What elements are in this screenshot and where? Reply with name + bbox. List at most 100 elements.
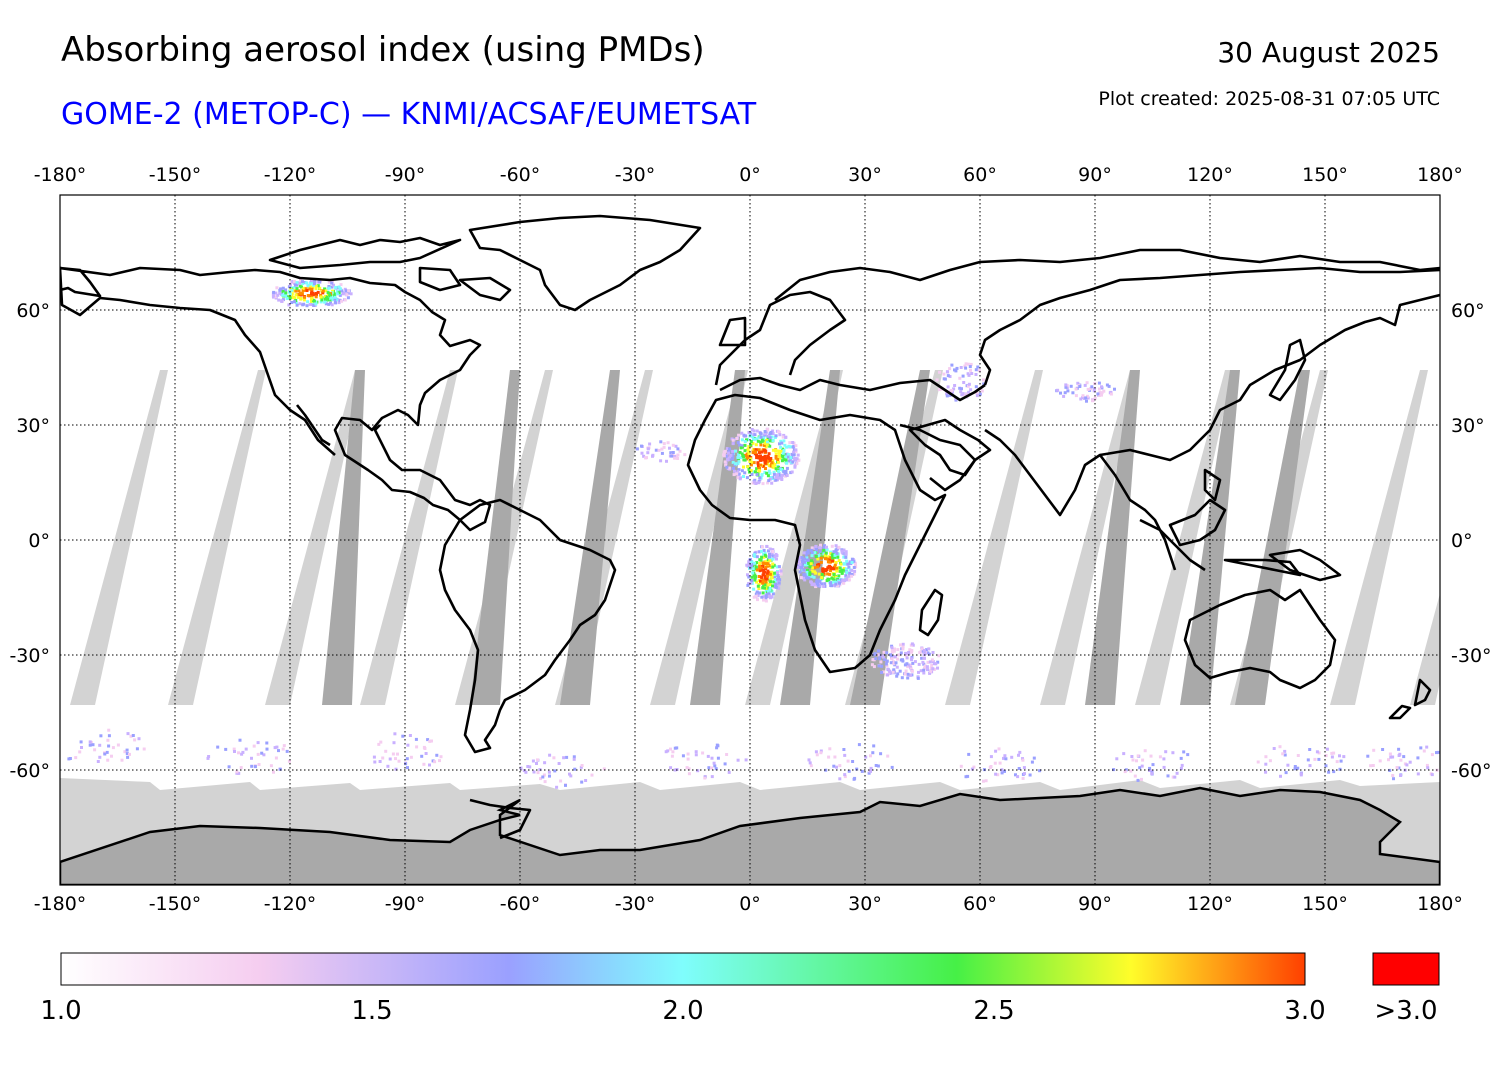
- aerosol-pixel: [832, 764, 836, 768]
- aerosol-pixel: [757, 456, 761, 460]
- aerosol-pixel: [872, 665, 876, 669]
- aerosol-pixel: [240, 752, 244, 756]
- aerosol-pixel: [1264, 762, 1268, 766]
- aerosol-pixel: [752, 461, 756, 465]
- aerosol-pixel: [326, 291, 330, 295]
- aerosol-pixel: [646, 451, 650, 455]
- aerosol-pixel: [753, 567, 757, 571]
- aerosol-pixel: [1391, 774, 1395, 777]
- aerosol-pixel: [1286, 763, 1290, 767]
- aerosol-pixel: [724, 463, 728, 467]
- aerosol-pixel: [292, 279, 296, 283]
- aerosol-pixel: [414, 737, 418, 741]
- aerosol-pixel: [810, 546, 814, 550]
- lat-tick-label-right: 0°: [1451, 530, 1473, 552]
- aerosol-pixel: [882, 650, 886, 654]
- aerosol-pixel: [1109, 392, 1113, 396]
- aerosol-pixel: [768, 444, 772, 448]
- aerosol-pixel: [779, 445, 783, 449]
- aerosol-pixel: [937, 388, 941, 392]
- aerosol-pixel: [759, 463, 763, 467]
- aerosol-pixel: [1098, 387, 1101, 391]
- aerosol-pixel: [1023, 772, 1026, 776]
- aerosol-pixel: [889, 661, 893, 665]
- aerosol-pixel: [759, 440, 763, 444]
- aerosol-pixel: [848, 571, 852, 575]
- aerosol-pixel: [1296, 754, 1300, 757]
- aerosol-pixel: [1030, 760, 1034, 764]
- aerosol-pixel: [1151, 763, 1155, 767]
- aerosol-pixel: [927, 652, 931, 656]
- aerosol-pixel: [762, 448, 766, 452]
- aerosol-pixel: [817, 554, 821, 557]
- lon-tick-label-bottom: 30°: [848, 893, 882, 915]
- aerosol-pixel: [777, 586, 781, 590]
- aerosol-pixel: [749, 469, 753, 473]
- aerosol-pixel: [886, 673, 889, 677]
- aerosol-pixel: [107, 734, 111, 738]
- aerosol-pixel: [388, 757, 392, 761]
- lon-tick-label-top: 150°: [1302, 164, 1348, 186]
- aerosol-pixel: [838, 777, 842, 781]
- aerosol-pixel: [926, 660, 930, 664]
- aerosol-pixel: [1180, 763, 1184, 767]
- aerosol-pixel: [747, 575, 751, 579]
- aerosol-pixel: [299, 292, 303, 296]
- aerosol-pixel: [874, 764, 878, 767]
- aerosol-pixel: [910, 642, 914, 646]
- aerosol-pixel: [776, 571, 779, 575]
- aerosol-pixel: [756, 461, 760, 465]
- aerosol-pixel: [710, 756, 714, 760]
- aerosol-pixel: [768, 552, 771, 556]
- aerosol-pixel: [257, 763, 261, 766]
- aerosol-pixel: [651, 453, 655, 457]
- aerosol-pixel: [759, 454, 762, 458]
- aerosol-pixel: [687, 767, 691, 771]
- lon-tick-label-top: -30°: [615, 164, 656, 186]
- aerosol-pixel: [1071, 391, 1075, 395]
- aerosol-pixel: [323, 297, 327, 301]
- aerosol-pixel: [341, 292, 345, 296]
- aerosol-pixel: [910, 669, 914, 673]
- aerosol-pixel: [274, 291, 278, 295]
- aerosol-pixel: [758, 476, 762, 480]
- aerosol-pixel: [804, 551, 808, 555]
- aerosol-pixel: [330, 289, 334, 293]
- aerosol-pixel: [904, 669, 908, 673]
- aerosol-pixel: [278, 291, 282, 295]
- aerosol-pixel: [735, 437, 739, 440]
- aerosol-pixel: [763, 430, 767, 433]
- aerosol-pixel: [890, 648, 894, 652]
- aerosol-pixel: [994, 749, 998, 753]
- aerosol-pixel: [232, 747, 236, 751]
- aerosol-pixel: [543, 780, 547, 784]
- aerosol-pixel: [250, 756, 253, 760]
- aerosol-pixel: [750, 564, 754, 568]
- aerosol-pixel: [818, 546, 822, 550]
- aerosol-pixel: [815, 753, 819, 757]
- aerosol-pixel: [969, 362, 973, 366]
- aerosol-pixel: [1371, 764, 1375, 767]
- aerosol-pixel: [313, 282, 316, 286]
- coastline-maritime-se-asia: [1139, 468, 1342, 582]
- aerosol-pixel: [670, 454, 674, 458]
- aerosol-pixel: [766, 569, 770, 573]
- aerosol-pixel: [557, 762, 561, 765]
- aerosol-pixel: [1436, 750, 1440, 754]
- aerosol-pixel: [1091, 399, 1095, 403]
- aerosol-pixel: [767, 572, 770, 576]
- aerosol-pixel: [820, 572, 824, 576]
- aerosol-pixel: [727, 466, 731, 470]
- aerosol-pixel: [764, 599, 768, 603]
- aerosol-pixel: [250, 764, 254, 768]
- aerosol-pixel: [922, 648, 926, 652]
- aerosol-pixel: [882, 670, 886, 674]
- aerosol-pixel: [288, 283, 292, 287]
- aerosol-pixel: [847, 574, 851, 578]
- aerosol-pixel: [829, 556, 833, 560]
- lon-tick-label-top: 120°: [1187, 164, 1233, 186]
- aerosol-pixel: [1425, 745, 1429, 749]
- aerosol-pixel: [1000, 768, 1004, 772]
- aerosol-pixel: [812, 575, 816, 579]
- aerosol-pixel: [890, 657, 894, 661]
